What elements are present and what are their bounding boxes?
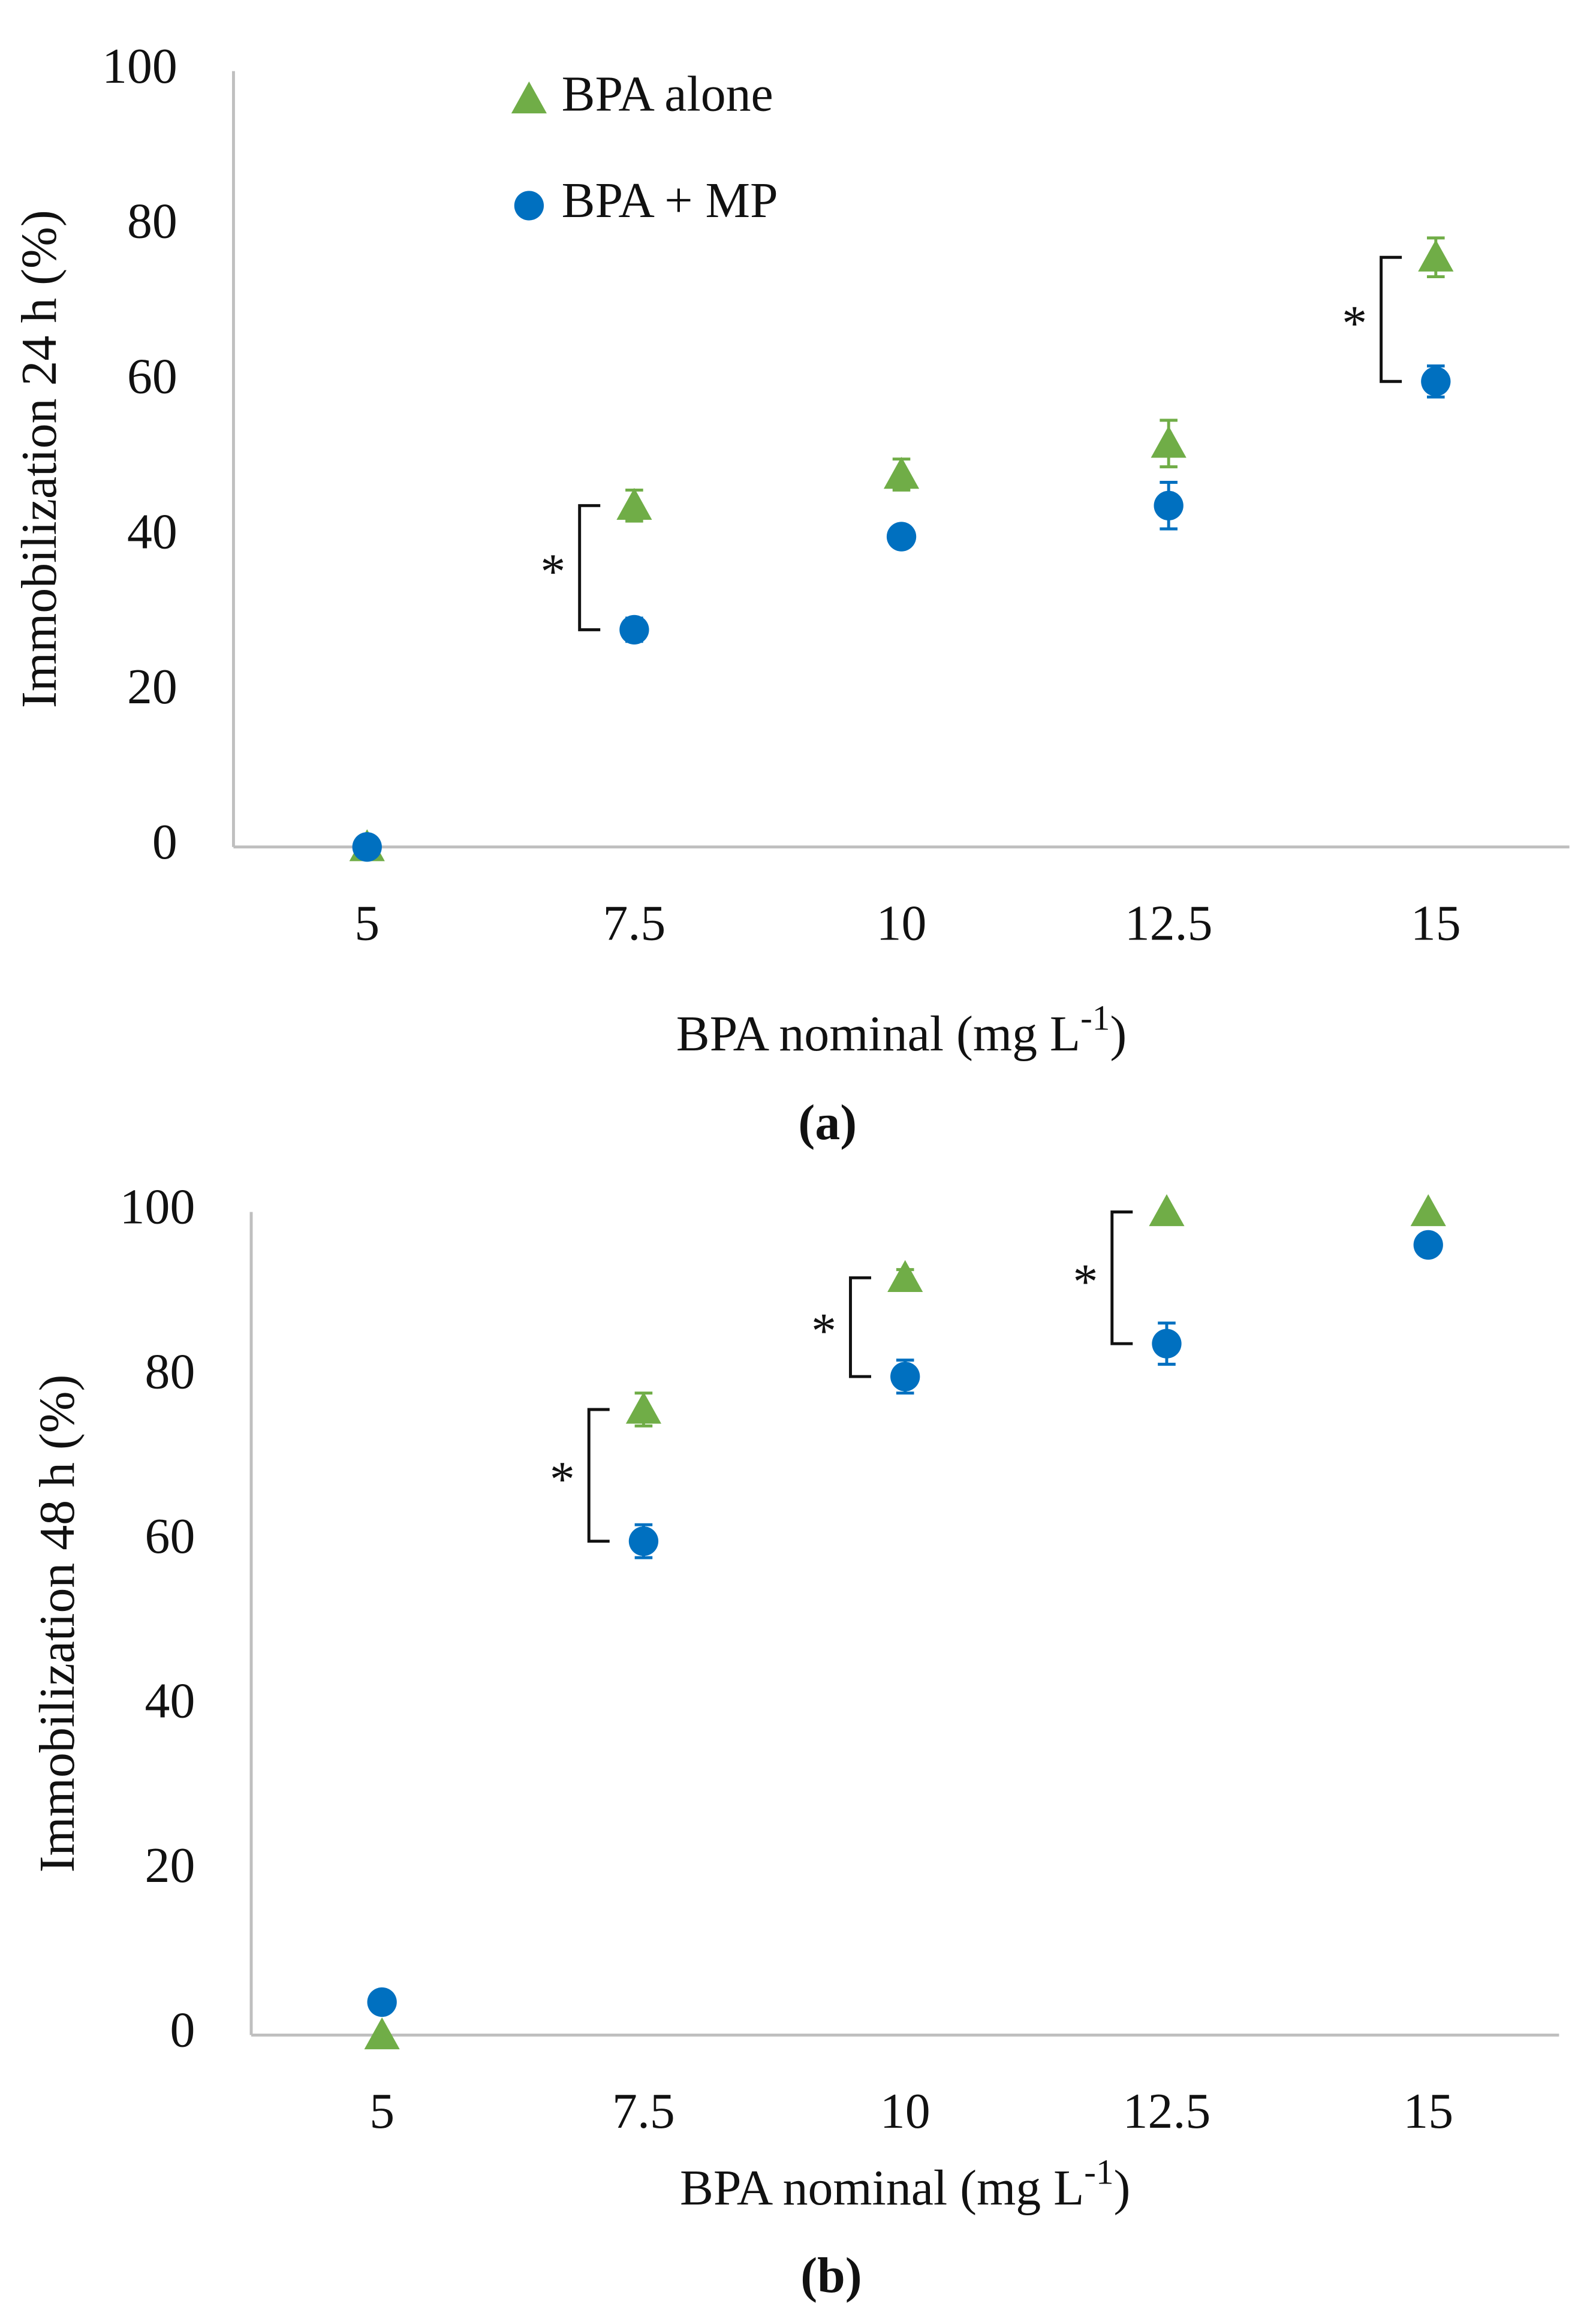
x-tick-label: 5	[369, 2083, 395, 2139]
y-axis-title: Immobilization 24 h (%)	[11, 210, 67, 708]
caption: (b)	[800, 2248, 862, 2303]
triangle-marker	[364, 2017, 400, 2050]
significance-bracket	[1110, 1210, 1133, 1345]
legend-label: BPA + MP	[562, 173, 778, 228]
x-axis-title-end: )	[1110, 1006, 1127, 1062]
x-axis-title: BPA nominal (mg L-1)	[676, 998, 1127, 1062]
x-tick-label: 7.5	[612, 2083, 675, 2139]
x-tick-label: 15	[1403, 2083, 1453, 2139]
caption: (a)	[798, 1095, 857, 1151]
triangle-marker	[1149, 1194, 1185, 1227]
legend-marker	[511, 81, 547, 114]
x-axis-title-sup: -1	[1084, 2152, 1113, 2191]
significance-star: *	[1342, 296, 1367, 351]
y-tick-label: 40	[145, 1673, 195, 1728]
x-axis-title: BPA nominal (mg L-1)	[680, 2152, 1131, 2216]
x-tick-label: 7.5	[603, 895, 666, 951]
x-tick-label: 10	[880, 2083, 931, 2139]
significance-star: *	[540, 544, 565, 600]
circle-marker	[619, 615, 649, 645]
y-tick-label: 20	[127, 659, 177, 715]
circle-marker	[1152, 1329, 1182, 1359]
triangle-marker	[616, 487, 652, 520]
x-tick-label: 10	[877, 895, 927, 951]
y-tick-label: 20	[145, 1838, 195, 1893]
circle-marker	[1421, 366, 1451, 396]
significance-bracket	[1380, 255, 1402, 383]
y-tick-label: 60	[145, 1508, 195, 1564]
y-tick-label: 100	[120, 1179, 195, 1235]
triangle-marker	[883, 456, 920, 489]
legend-label: BPA alone	[562, 67, 773, 122]
x-tick-label: 15	[1411, 895, 1461, 951]
y-tick-label: 40	[127, 504, 177, 559]
x-axis-title-end: )	[1114, 2160, 1131, 2216]
y-tick-label: 0	[152, 814, 177, 870]
x-axis-title-main: BPA nominal (mg L	[676, 1006, 1080, 1062]
chart: 0 20 40 60 80 100 5 7.5 10 12.5 15 Immobilization 4…	[29, 1179, 1559, 2303]
significance-bracket	[578, 504, 601, 631]
x-tick-label: 12.5	[1123, 2083, 1211, 2139]
significance-star: *	[811, 1303, 836, 1359]
x-axis-title-main: BPA nominal (mg L	[680, 2160, 1084, 2216]
significance-bracket	[849, 1276, 872, 1378]
circle-marker	[628, 1526, 659, 1556]
circle-marker	[890, 1362, 920, 1392]
triangle-marker	[625, 1392, 662, 1424]
circle-marker	[1413, 1230, 1443, 1260]
x-tick-label: 5	[354, 895, 380, 951]
circle-marker	[352, 832, 382, 862]
circle-marker	[1154, 490, 1184, 520]
y-tick-label: 0	[170, 2002, 195, 2058]
y-tick-label: 80	[145, 1344, 195, 1399]
triangle-marker	[1418, 239, 1454, 272]
significance-star: *	[550, 1451, 575, 1507]
legend-marker	[514, 191, 544, 221]
circle-marker	[886, 522, 917, 552]
significance-star: *	[1073, 1254, 1098, 1309]
triangle-marker	[1151, 426, 1187, 458]
y-tick-label: 100	[102, 38, 177, 94]
triangle-marker	[1410, 1194, 1446, 1227]
y-tick-label: 60	[127, 349, 177, 405]
chart: 0 20 40 60 80 100 5 7.5 10 12.5 15 Immobilization 2…	[11, 38, 1570, 1151]
y-axis-title: Immobilization 48 h (%)	[29, 1375, 85, 1873]
x-axis-title-sup: -1	[1080, 998, 1110, 1037]
triangle-marker	[887, 1260, 923, 1292]
circle-marker	[367, 1987, 397, 2017]
x-tick-label: 12.5	[1125, 895, 1213, 951]
y-tick-label: 80	[127, 194, 177, 249]
significance-bracket	[587, 1408, 610, 1543]
